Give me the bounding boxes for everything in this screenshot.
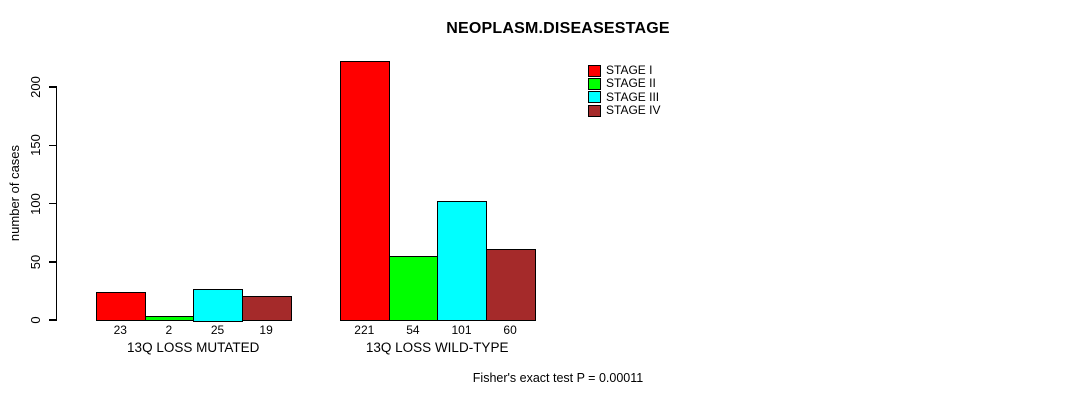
legend-swatch-icon (588, 77, 601, 90)
category-label: 13Q LOSS MUTATED (127, 340, 260, 355)
y-axis-tick-label: 0 (28, 316, 43, 324)
y-axis-tick (49, 319, 57, 321)
category-label: 13Q LOSS WILD-TYPE (365, 340, 509, 355)
y-axis-tick (49, 86, 57, 88)
fisher-test-annotation: Fisher's exact test P = 0.00011 (472, 371, 644, 385)
bar-stage-ii (144, 316, 195, 322)
legend-label: STAGE IV (606, 103, 661, 118)
chart-title: NEOPLASM.DISEASESTAGE (446, 20, 670, 37)
bar-value-label: 25 (210, 323, 225, 337)
bar-stage-i (340, 61, 391, 322)
y-axis-tick (49, 261, 57, 263)
legend-label: STAGE II (606, 76, 656, 91)
legend-swatch-icon (588, 104, 601, 117)
legend-item: STAGE II (588, 77, 656, 90)
y-axis-tick (49, 144, 57, 146)
bar-value-label: 23 (113, 323, 127, 337)
bar-value-label: 60 (503, 323, 517, 337)
bar-value-label: 54 (406, 323, 420, 337)
y-axis-tick (49, 202, 57, 205)
legend-swatch-icon (588, 64, 601, 77)
y-axis-title: number of cases (7, 144, 22, 242)
y-axis-tick-label: 50 (28, 254, 43, 269)
bar-stage-iv (485, 248, 536, 322)
legend-item: STAGE III (588, 89, 660, 104)
legend-label: STAGE III (606, 89, 660, 104)
bar-stage-iii (437, 200, 488, 322)
y-axis-tick-label: 200 (28, 76, 43, 98)
bar-value-label: 2 (165, 323, 173, 337)
y-axis-tick-label: 150 (28, 134, 43, 157)
bar-value-label: 101 (451, 323, 472, 337)
legend-item: STAGE IV (588, 104, 660, 117)
bar-stage-i (96, 291, 147, 322)
legend-label: STAGE I (606, 63, 653, 78)
bar-stage-iii (193, 289, 244, 322)
legend-item: STAGE I (588, 64, 652, 77)
bar-value-label: 19 (259, 323, 273, 337)
y-axis-tick-label: 100 (28, 192, 43, 215)
bar-stage-iv (241, 296, 292, 322)
bar-stage-ii (388, 255, 439, 322)
bar-value-label: 221 (354, 323, 375, 337)
legend-swatch-icon (588, 91, 601, 104)
